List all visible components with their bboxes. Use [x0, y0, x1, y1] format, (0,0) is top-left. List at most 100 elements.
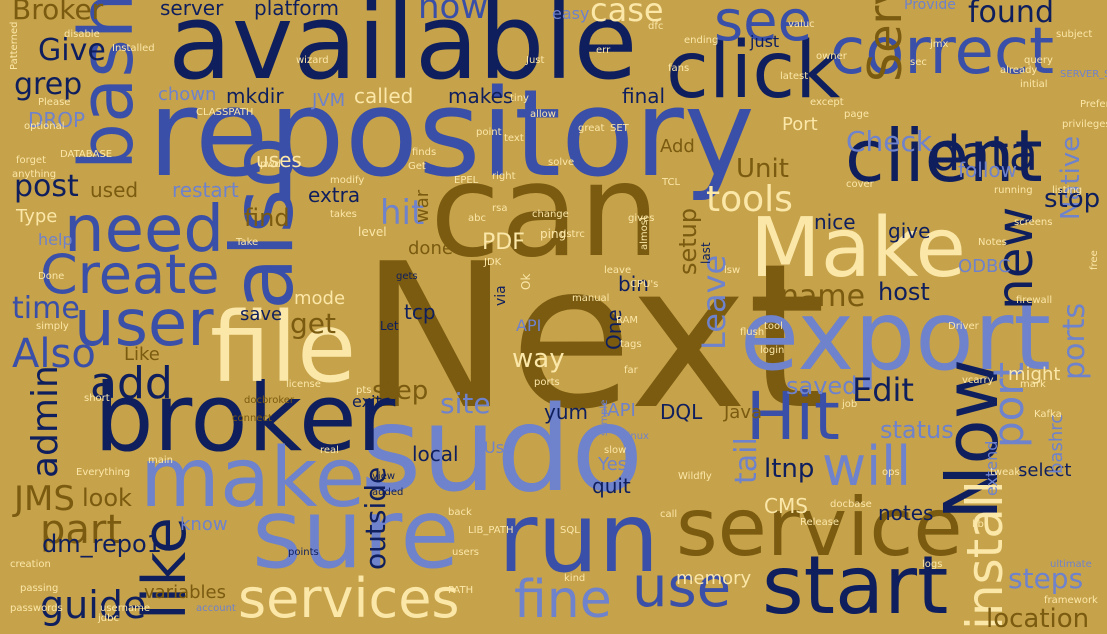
cloud-word: Everything — [76, 467, 131, 478]
cloud-word: run — [498, 482, 660, 594]
cloud-word: tail — [729, 437, 764, 484]
cloud-word: login — [760, 345, 785, 356]
cloud-word: level — [358, 225, 387, 239]
cloud-word: logs — [922, 559, 943, 570]
cloud-word: name — [780, 279, 866, 314]
cloud-word: short — [84, 393, 110, 404]
cloud-word: sample — [599, 399, 610, 436]
cloud-word: Make — [750, 201, 967, 296]
cloud-word: already — [1000, 65, 1038, 76]
cloud-word: bin — [618, 272, 649, 296]
cloud-word: easy — [552, 4, 590, 23]
cloud-word: cover — [846, 179, 874, 190]
cloud-word: Let — [380, 319, 399, 333]
cloud-word: Patterned — [9, 21, 20, 70]
cloud-word: see — [714, 0, 813, 54]
cloud-word: Create — [40, 243, 220, 306]
cloud-word: find — [244, 204, 290, 232]
cloud-word: ending — [684, 35, 719, 46]
cloud-word: user — [74, 287, 214, 361]
cloud-word: dstrc — [560, 229, 585, 240]
cloud-word: account — [196, 603, 236, 614]
cloud-word: ops — [882, 467, 900, 478]
cloud-word: passwords — [10, 603, 63, 614]
cloud-word: license — [286, 379, 321, 390]
cloud-word: gets — [396, 271, 418, 282]
cloud-word: server — [160, 0, 224, 20]
cloud-word: add — [90, 358, 173, 409]
cloud-word: follow — [958, 158, 1017, 182]
cloud-word: users — [452, 547, 480, 558]
cloud-word: will — [822, 435, 912, 498]
cloud-word: view — [372, 471, 396, 482]
cloud-word: screens — [1014, 217, 1053, 228]
cloud-word: save — [240, 304, 283, 325]
cloud-word: latest — [780, 71, 809, 82]
cloud-word: Yes — [598, 454, 628, 475]
cloud-word: admin — [25, 365, 66, 478]
cloud-word: lsw — [724, 265, 741, 276]
cloud-word: Broker — [12, 0, 104, 26]
cloud-word: main — [148, 455, 173, 466]
cloud-word: creation — [10, 559, 51, 570]
cloud-word: client — [845, 114, 1043, 198]
cloud-word: bashrc — [1046, 413, 1067, 474]
cloud-word: Check — [846, 125, 933, 158]
cloud-word: hit — [380, 193, 425, 233]
cloud-word: tweak — [990, 467, 1021, 478]
cloud-word: EPEL — [454, 175, 479, 186]
cloud-word: Ok — [519, 273, 533, 290]
cloud-word: DATABASE — [60, 149, 113, 160]
cloud-word: just — [750, 32, 780, 51]
cloud-word: mkdir — [226, 84, 284, 108]
cloud-word: file — [210, 292, 357, 404]
cloud-word: local — [412, 442, 459, 466]
cloud-word: running — [994, 185, 1033, 196]
cloud-word: Provide — [904, 0, 956, 13]
cloud-word: tiny — [510, 93, 529, 104]
cloud-word: might — [1008, 364, 1061, 385]
cloud-word: setup — [674, 207, 702, 275]
cloud-word: owner — [816, 51, 847, 62]
cloud-word: give — [888, 219, 931, 243]
cloud-word: slow — [604, 445, 627, 456]
cloud-word: DQL — [660, 400, 703, 424]
cloud-word: Please — [38, 97, 71, 108]
cloud-word: modify — [330, 175, 365, 186]
cloud-word: Wildfly — [678, 471, 712, 482]
cloud-word: memory — [676, 568, 752, 589]
cloud-word: look — [82, 484, 132, 512]
cloud-word: finds — [412, 147, 437, 158]
cloud-word: query — [1024, 55, 1053, 66]
cloud-word: repository — [148, 65, 755, 204]
cloud-word: extra — [308, 183, 361, 207]
cloud-word: Done — [38, 271, 65, 282]
cloud-word: Server — [858, 0, 912, 82]
cloud-word: rsa — [492, 203, 508, 214]
cloud-word: dm_repo1 — [42, 530, 162, 558]
cloud-word: quit — [592, 474, 631, 498]
cloud-word: JDK — [484, 257, 502, 268]
cloud-word: nice — [814, 210, 856, 234]
cloud-word: sudo — [360, 380, 644, 518]
cloud-word: jmx — [930, 39, 949, 50]
cloud-word: get — [290, 307, 336, 340]
cloud-word: service — [676, 481, 963, 574]
cloud-word: SERVER_STARTUP — [1060, 69, 1107, 80]
cloud-word: saved — [786, 372, 858, 400]
cloud-word: Also — [12, 331, 96, 377]
cloud-word: done — [408, 238, 453, 259]
cloud-word: can — [430, 137, 660, 286]
cloud-word: vcarry — [962, 375, 994, 386]
cloud-word: simply — [36, 321, 69, 332]
cloud-word: great — [578, 123, 605, 134]
cloud-word: use — [632, 555, 732, 620]
cloud-word: change — [532, 209, 569, 220]
cloud-word: dfc — [648, 21, 664, 32]
cloud-word: SET — [610, 123, 629, 134]
cloud-word: Hit — [746, 378, 840, 455]
cloud-word: sec — [910, 57, 927, 68]
cloud-word: stop — [1044, 184, 1101, 214]
cloud-word: Unit — [736, 154, 789, 184]
